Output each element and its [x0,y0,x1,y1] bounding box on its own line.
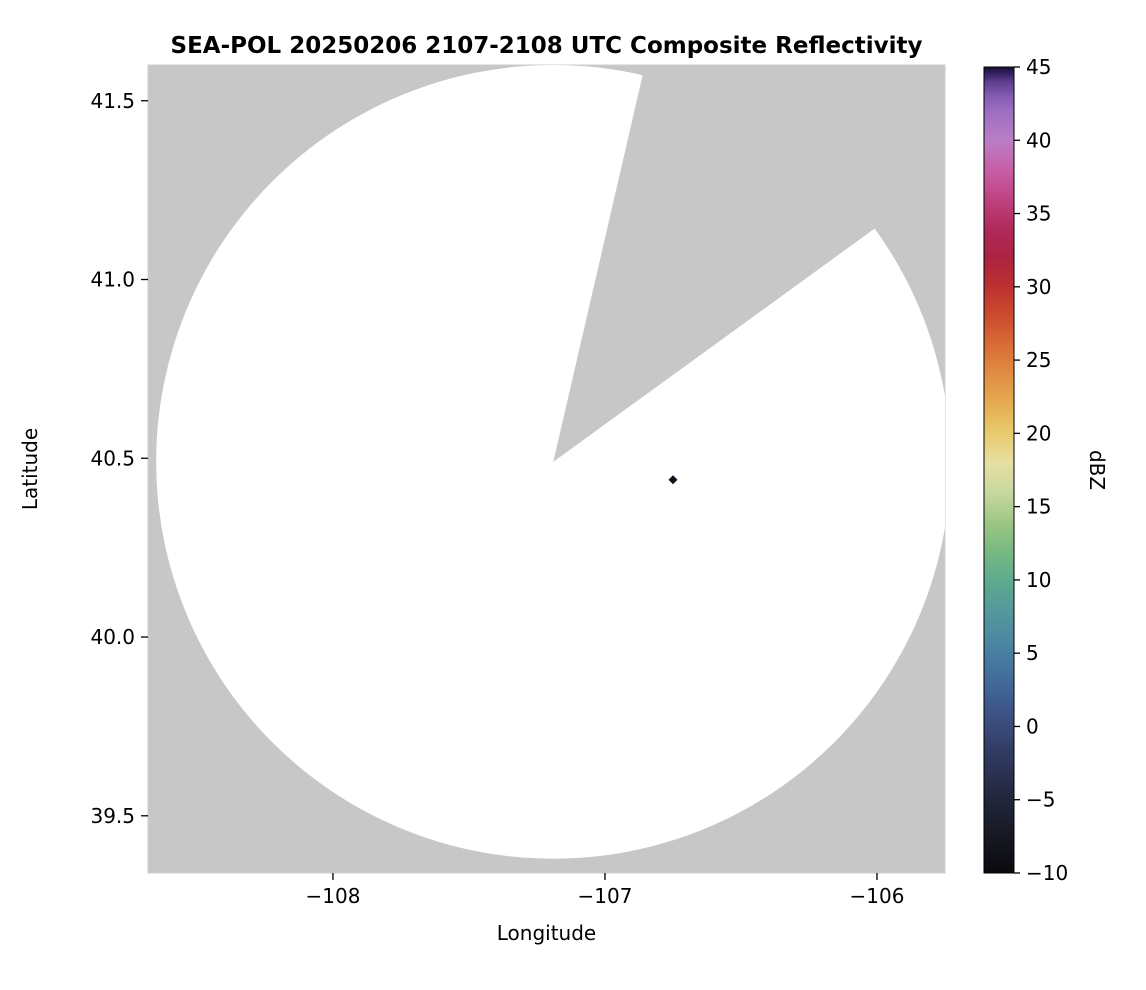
colorbar-tick-label: 10 [1026,568,1051,592]
map-layer [156,65,945,859]
colorbar-tick-label: 30 [1026,275,1051,299]
colorbar-tick-label: 45 [1026,55,1051,79]
colorbar [983,66,1015,874]
colorbar-tick-label: 5 [1026,641,1039,665]
colorbar-tick-label: 0 [1026,714,1039,738]
x-tick-label: −107 [578,884,633,908]
blocked-sector-wedge [553,75,875,462]
x-axis-label: Longitude [496,921,597,945]
y-tick-label: 40.5 [90,446,135,470]
colorbar-label: dBZ [1085,449,1109,491]
x-tick-label: −108 [306,884,361,908]
y-tick-label: 39.5 [90,804,135,828]
chart-title: SEA-POL 20250206 2107-2108 UTC Composite… [170,33,923,59]
colorbar-tick-label: 25 [1026,348,1051,372]
y-tick-label: 40.0 [90,625,135,649]
colorbar-tick-label: 35 [1026,202,1051,226]
colorbar-tick-label: −10 [1026,861,1068,885]
colorbar-tick-label: 40 [1026,128,1051,152]
colorbar-tick-label: 15 [1026,495,1051,519]
y-axis-label: Latitude [18,427,42,511]
y-tick-label: 41.5 [90,89,135,113]
colorbar-tick-label: 20 [1026,421,1051,445]
echo-point [668,475,678,485]
colorbar-tick-label: −5 [1026,788,1055,812]
y-tick-label: 41.0 [90,268,135,292]
x-tick-label: −106 [850,884,905,908]
